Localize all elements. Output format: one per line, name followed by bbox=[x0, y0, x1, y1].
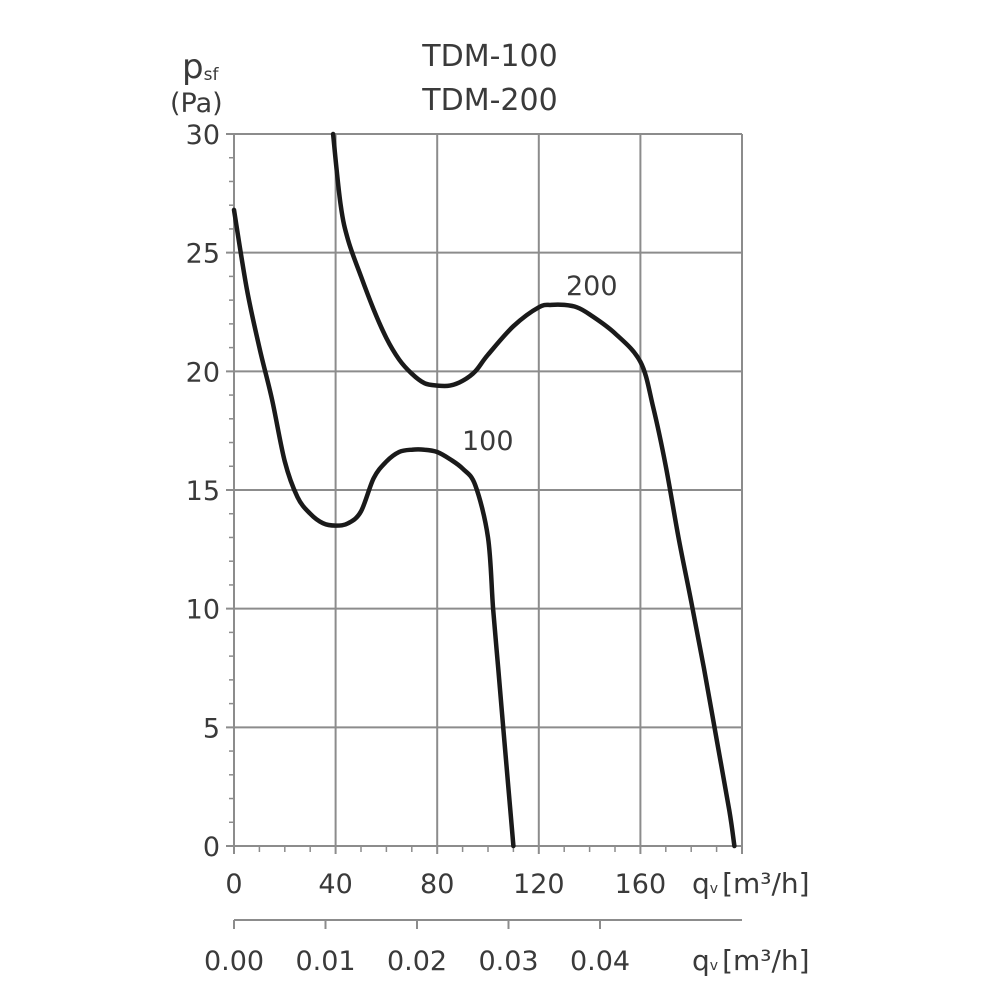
axis-ticks bbox=[229, 156, 718, 852]
x-tick-labels: 0 40 80 120 160 bbox=[225, 869, 666, 900]
x2-tick-label: 0.03 bbox=[478, 946, 538, 977]
chart-title-line1: TDM-100 bbox=[421, 39, 557, 74]
y-tick-label: 0 bbox=[203, 832, 220, 863]
curve-label-100: 100 bbox=[462, 426, 514, 457]
performance-curves bbox=[231, 131, 737, 849]
x-tick-label: 80 bbox=[420, 869, 454, 900]
curve-100 bbox=[231, 207, 516, 849]
y-axis-label: psf bbox=[182, 47, 219, 87]
y-tick-label: 25 bbox=[186, 239, 220, 270]
y-tick-label: 20 bbox=[186, 357, 220, 388]
x-tick-label: 40 bbox=[318, 869, 352, 900]
y-tick-labels: 0 5 10 15 20 25 30 bbox=[186, 120, 220, 863]
y-axis-unit: (Pa) bbox=[170, 88, 223, 119]
x2-tick-label: 0.04 bbox=[570, 946, 630, 977]
x2-axis-label: qv [m³/h] bbox=[692, 944, 810, 977]
y-tick-label: 5 bbox=[203, 713, 220, 744]
x-tick-label: 0 bbox=[225, 869, 242, 900]
curve-label-200: 200 bbox=[566, 271, 618, 302]
y-tick-label: 10 bbox=[186, 595, 220, 626]
x2-tick-labels: 0.00 0.01 0.02 0.03 0.04 bbox=[204, 919, 742, 977]
x2-tick-label: 0.02 bbox=[387, 946, 447, 977]
curve-200 bbox=[330, 131, 737, 849]
x2-tick-label: 0.01 bbox=[295, 946, 355, 977]
y-tick-label: 30 bbox=[186, 120, 220, 151]
grid-lines bbox=[226, 133, 743, 854]
chart-title-line2: TDM-200 bbox=[421, 83, 557, 118]
x2-tick-label: 0.00 bbox=[204, 946, 264, 977]
x-tick-label: 120 bbox=[513, 869, 565, 900]
x-axis-label: qv [m³/h] bbox=[692, 867, 810, 900]
y-tick-label: 15 bbox=[186, 476, 220, 507]
x-tick-label: 160 bbox=[615, 869, 667, 900]
